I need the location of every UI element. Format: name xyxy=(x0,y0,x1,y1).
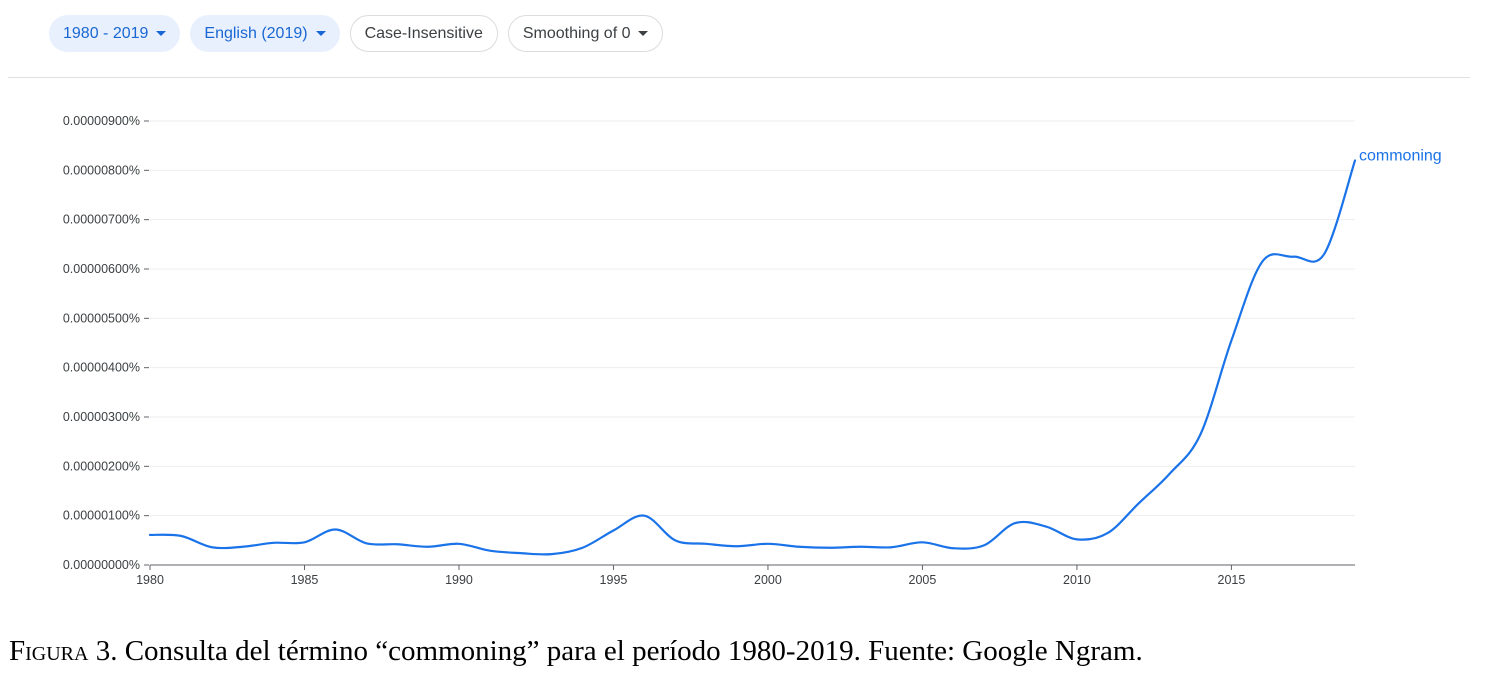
series-label-commoning[interactable]: commoning xyxy=(1359,147,1442,164)
corpus-label: English (2019) xyxy=(204,24,308,42)
corpus-dropdown[interactable]: English (2019) xyxy=(190,15,340,52)
y-tick-label-2: 0.00000200% xyxy=(63,459,140,473)
chevron-down-icon xyxy=(638,31,649,36)
figure-caption: Figura 3. Consulta del término “commonin… xyxy=(9,635,1143,668)
x-tick-label-0: 1980 xyxy=(136,573,164,587)
y-tick-label-9: 0.00000900% xyxy=(63,114,140,128)
x-tick-label-6: 2010 xyxy=(1063,573,1091,587)
x-tick-label-5: 2005 xyxy=(909,573,937,587)
series-lines: commoning xyxy=(148,147,1442,556)
toolbar-divider xyxy=(8,77,1470,78)
x-tick-label-7: 2015 xyxy=(1218,573,1246,587)
chevron-down-icon xyxy=(315,31,326,36)
smoothing-label: Smoothing of 0 xyxy=(522,24,631,42)
axes: 0.00000000% 0.00000100% 0.00000200% 0.00000… xyxy=(63,114,1355,587)
y-tick-label-6: 0.00000600% xyxy=(63,262,140,276)
query-toolbar: 1980 - 2019 English (2019) Case-Insensit… xyxy=(49,15,664,52)
case-insensitive-label: Case-Insensitive xyxy=(364,24,483,42)
y-tick-label-8: 0.00000800% xyxy=(63,163,140,177)
x-tick-label-3: 1995 xyxy=(600,573,628,587)
y-tick-label-4: 0.00000400% xyxy=(63,361,140,375)
y-tick-label-1: 0.00000100% xyxy=(63,509,140,523)
series-line-commoning[interactable] xyxy=(148,159,1357,556)
y-tick-label-0: 0.00000000% xyxy=(63,558,140,572)
year-range-label: 1980 - 2019 xyxy=(63,24,149,42)
figure-label: Figura xyxy=(9,635,89,667)
y-tick-label-7: 0.00000700% xyxy=(63,213,140,227)
x-tick-label-1: 1985 xyxy=(291,573,319,587)
gridlines xyxy=(150,120,1355,517)
case-insensitive-toggle[interactable]: Case-Insensitive xyxy=(349,15,498,52)
year-range-dropdown[interactable]: 1980 - 2019 xyxy=(49,15,181,52)
y-tick-label-3: 0.00000300% xyxy=(63,410,140,424)
x-tick-label-4: 2000 xyxy=(754,573,782,587)
x-tick-label-2: 1990 xyxy=(445,573,473,587)
chevron-down-icon xyxy=(156,31,167,36)
figure-number: 3. xyxy=(95,635,118,667)
smoothing-dropdown[interactable]: Smoothing of 0 xyxy=(507,15,664,52)
ngram-line-chart: 0.00000000% 0.00000100% 0.00000200% 0.00000… xyxy=(63,114,1442,587)
figure-caption-text: Consulta del término “commoning” para el… xyxy=(124,635,1143,667)
y-tick-label-5: 0.00000500% xyxy=(63,311,140,325)
